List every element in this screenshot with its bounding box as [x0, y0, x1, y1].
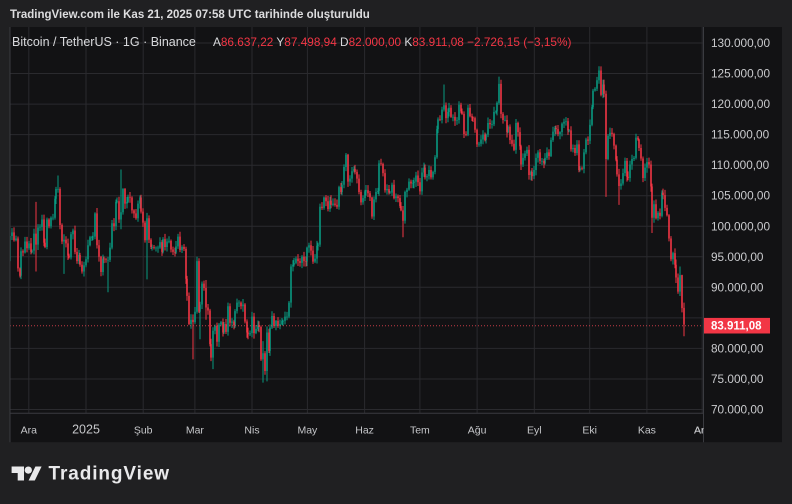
svg-text:120.000,00: 120.000,00 — [711, 97, 770, 111]
svg-text:A86.637,22 Y87.498,94 D82.000,: A86.637,22 Y87.498,94 D82.000,00 K83.911… — [213, 35, 571, 49]
svg-text:95.000,00: 95.000,00 — [711, 250, 764, 264]
svg-text:Şub: Şub — [134, 424, 153, 436]
svg-text:Ara: Ara — [694, 424, 711, 436]
svg-text:110.000,00: 110.000,00 — [711, 158, 770, 172]
svg-text:75.000,00: 75.000,00 — [711, 372, 764, 386]
svg-text:May: May — [297, 424, 318, 436]
svg-text:Ağu: Ağu — [468, 424, 487, 436]
svg-text:Tem: Tem — [410, 424, 430, 436]
svg-text:TradingView.com ile Kas 21, 20: TradingView.com ile Kas 21, 2025 07:58 U… — [10, 9, 370, 21]
svg-text:105.000,00: 105.000,00 — [711, 189, 770, 203]
svg-text:Haz: Haz — [355, 424, 374, 436]
svg-text:Bitcoin / TetherUS · 1G · Bina: Bitcoin / TetherUS · 1G · Binance — [12, 35, 196, 49]
svg-text:83.911,08: 83.911,08 — [711, 321, 762, 333]
svg-text:Ara: Ara — [21, 424, 38, 436]
svg-text:Kas: Kas — [638, 424, 656, 436]
svg-text:Nis: Nis — [244, 424, 259, 436]
svg-text:Mar: Mar — [186, 424, 205, 436]
svg-text:2025: 2025 — [72, 422, 100, 436]
svg-text:100.000,00: 100.000,00 — [711, 219, 770, 233]
svg-text:125.000,00: 125.000,00 — [711, 67, 770, 81]
svg-text:Eyl: Eyl — [527, 424, 542, 436]
svg-text:115.000,00: 115.000,00 — [711, 128, 770, 142]
svg-text:90.000,00: 90.000,00 — [711, 280, 764, 294]
svg-text:70.000,00: 70.000,00 — [711, 403, 764, 417]
svg-text:TradingView: TradingView — [49, 464, 170, 485]
svg-text:Ara: Ara — [694, 424, 711, 436]
svg-text:130.000,00: 130.000,00 — [711, 36, 770, 50]
svg-text:Eki: Eki — [582, 424, 597, 436]
svg-text:80.000,00: 80.000,00 — [711, 341, 764, 355]
